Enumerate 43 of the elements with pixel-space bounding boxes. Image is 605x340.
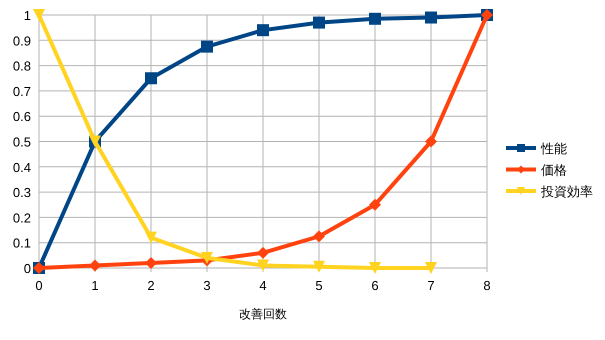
- point: [313, 230, 325, 242]
- y-tick-label: 1: [24, 8, 31, 23]
- y-tick-label: 0.4: [12, 160, 31, 175]
- point: [257, 259, 269, 272]
- point: [369, 12, 381, 25]
- x-tick-label: 3: [203, 278, 211, 293]
- point: [425, 12, 437, 24]
- y-tick-label: 0: [24, 261, 31, 276]
- y-tick-label: 0.8: [12, 58, 31, 74]
- point: [425, 262, 437, 274]
- point: [145, 72, 157, 84]
- legend-label: 投資効率: [540, 184, 593, 199]
- y-tick-label: 0.1: [12, 236, 31, 251]
- point: [425, 136, 437, 148]
- x-tick-label: 7: [427, 278, 435, 293]
- x-tick-label: 0: [35, 278, 43, 293]
- x-tick-label: 8: [483, 278, 491, 293]
- point: [89, 259, 101, 272]
- y-tick-label: 0.7: [12, 84, 31, 99]
- x-tick-label: 4: [259, 278, 267, 293]
- point: [257, 246, 269, 259]
- legend-label: 性能: [540, 141, 567, 156]
- y-tick-label: 0.6: [12, 109, 31, 124]
- point: [201, 252, 213, 264]
- y-tick-label: 0.9: [12, 33, 31, 48]
- x-axis-title: 改善回数: [239, 307, 287, 321]
- y-tick-label: 0.5: [12, 134, 31, 150]
- y-tick-label: 0.3: [12, 185, 31, 200]
- point: [145, 256, 157, 269]
- point: [369, 262, 381, 274]
- point: [313, 16, 325, 29]
- point: [313, 260, 325, 273]
- point: [145, 232, 157, 244]
- legend-label: 価格: [541, 162, 567, 178]
- x-tick-label: 6: [371, 278, 379, 293]
- point: [33, 9, 45, 21]
- x-tick-label: 5: [315, 278, 323, 293]
- y-tick-label: 0.2: [12, 210, 31, 226]
- point: [201, 40, 213, 53]
- point: [257, 24, 269, 36]
- x-tick-label: 1: [91, 278, 99, 293]
- point: [369, 198, 381, 211]
- x-tick-label: 2: [147, 278, 155, 293]
